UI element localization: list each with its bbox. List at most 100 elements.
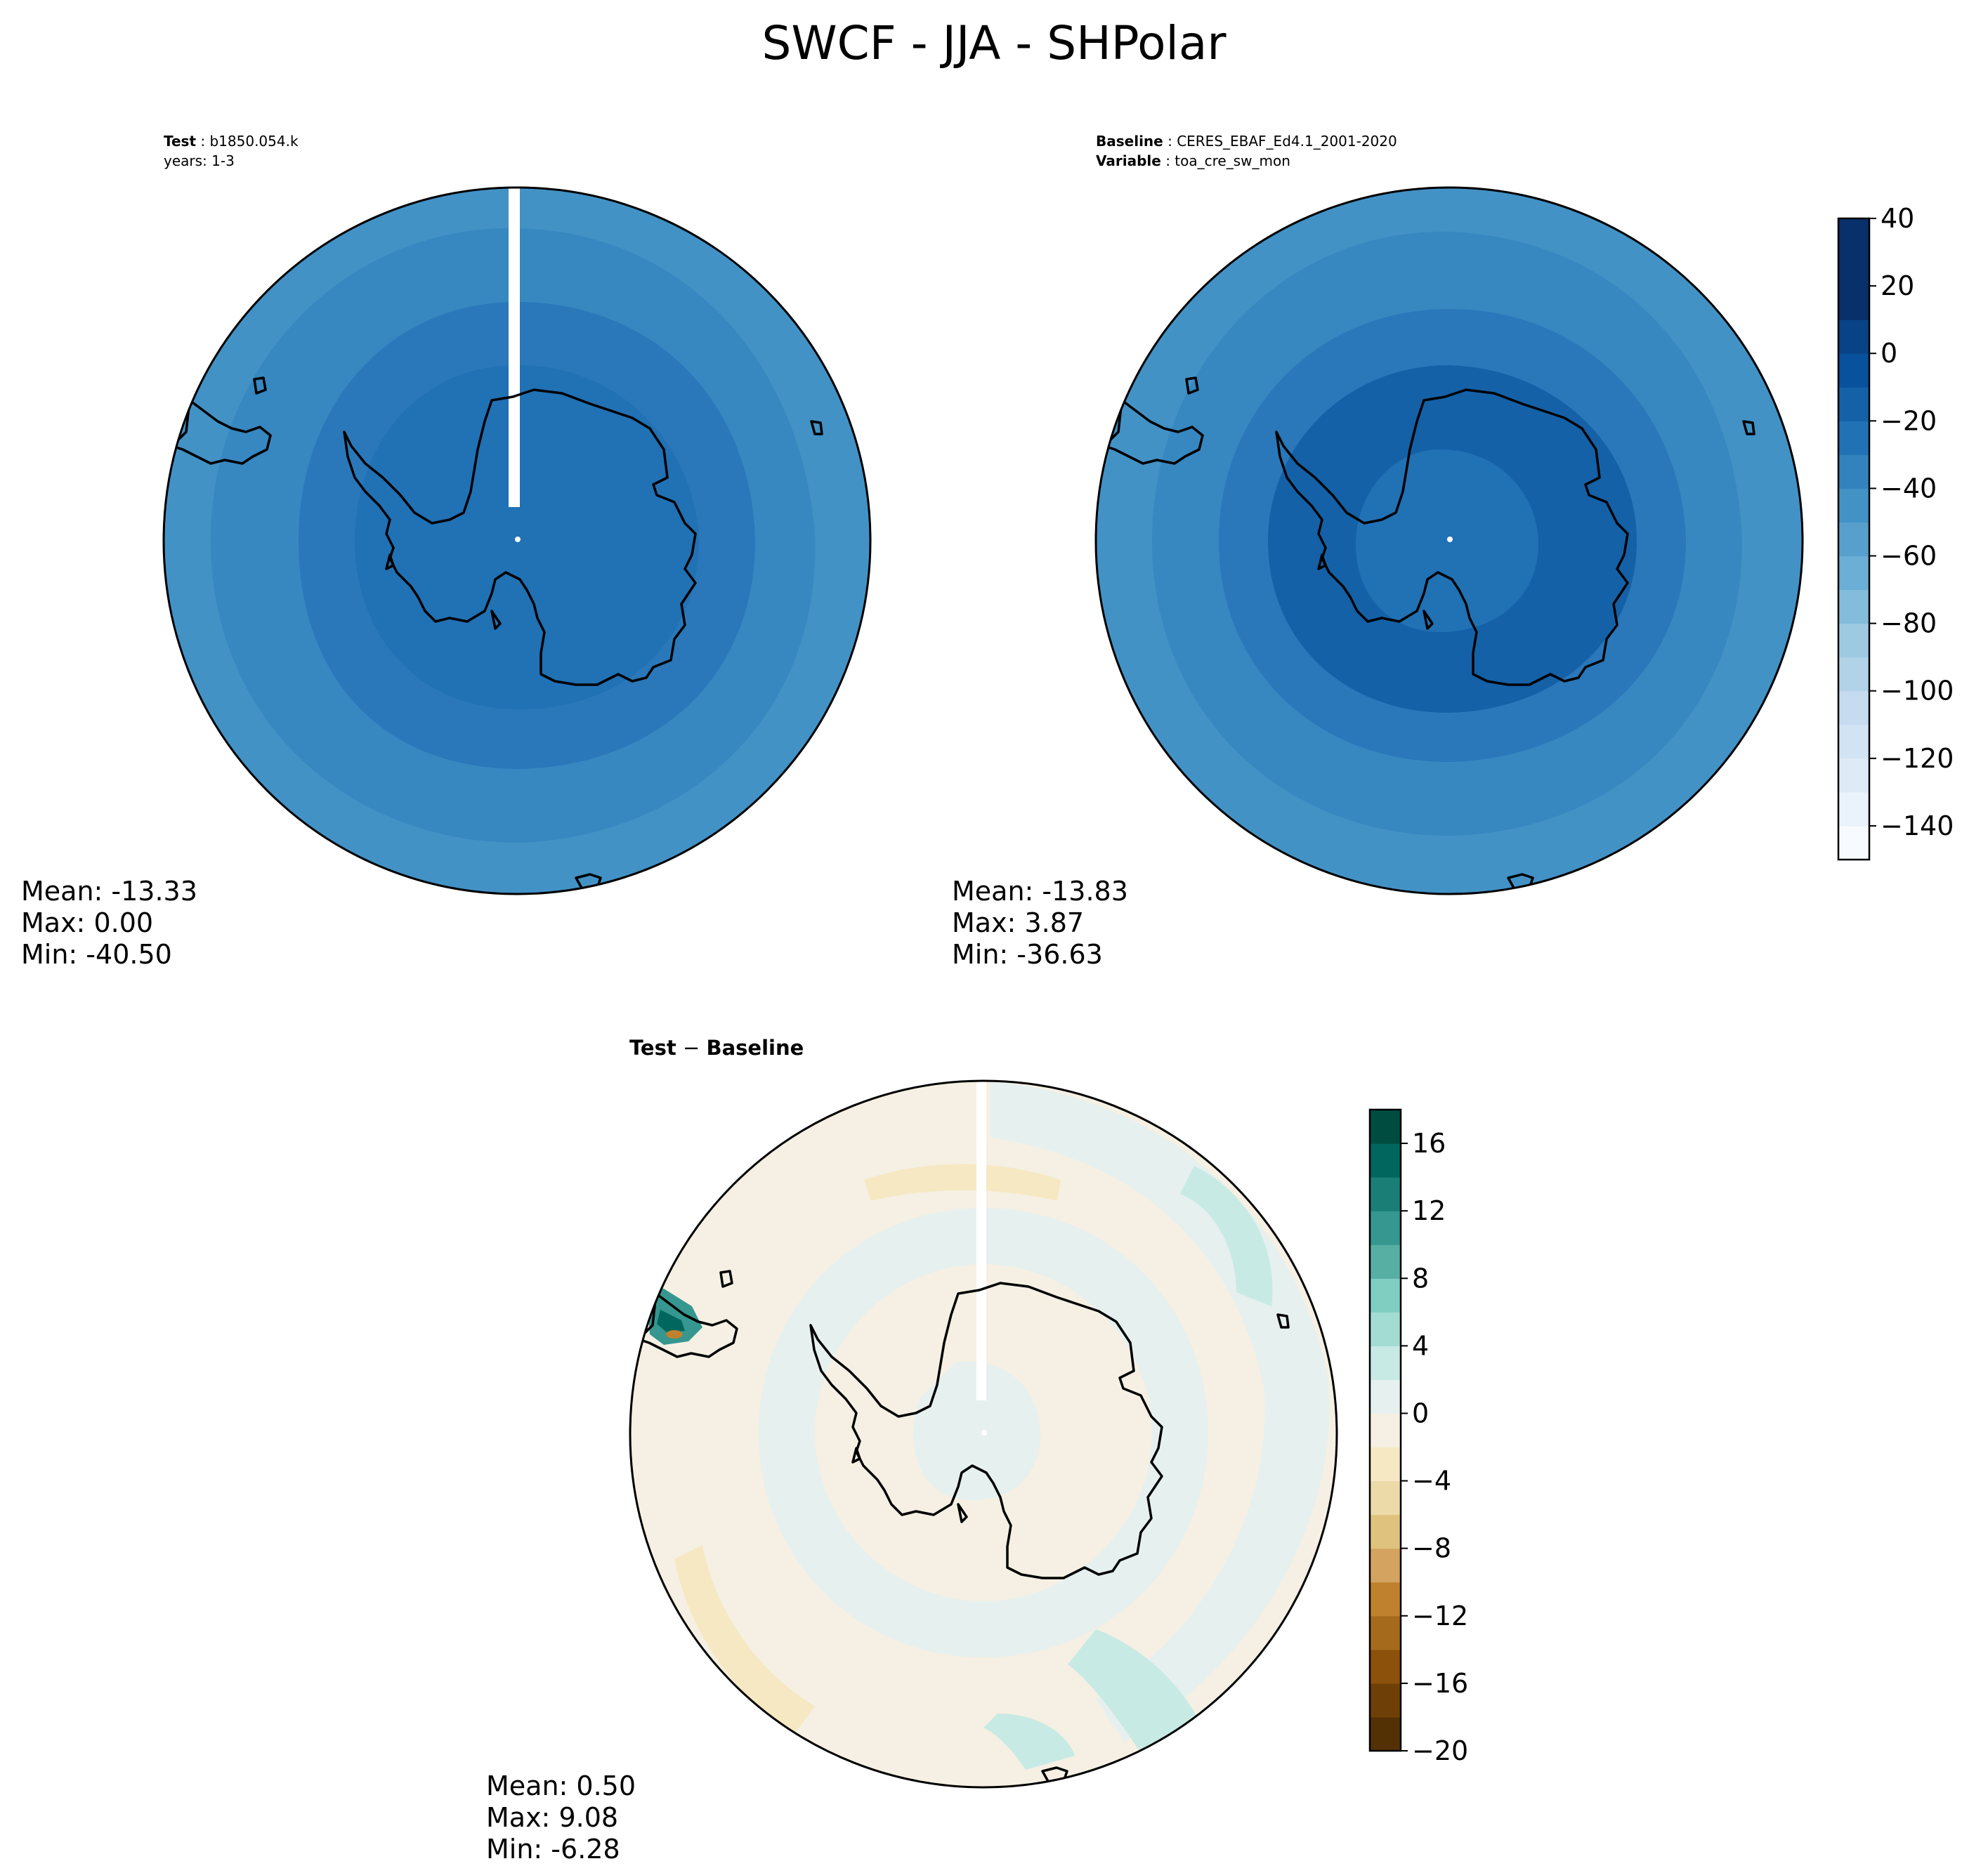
diff-fill-warm-west: [674, 1545, 815, 1735]
colorbar-tick-label: −120: [1881, 743, 1954, 774]
colorbar-tick-label: −8: [1412, 1533, 1451, 1564]
colorbar-frame: [1837, 217, 1871, 861]
colorbar-band: [1370, 1480, 1401, 1516]
colorbar-band: [1370, 1244, 1401, 1279]
colorbar-band: [1838, 589, 1869, 624]
diff-map-border: [629, 1079, 1338, 1789]
colorbar-band: [1370, 1143, 1401, 1178]
colorbar-band: [1838, 286, 1869, 320]
colorbar-band: [1838, 252, 1869, 287]
test-mean: Mean: -13.33: [21, 876, 197, 907]
colorbar-band: [1370, 1211, 1401, 1245]
diff-coastline: [637, 1270, 1290, 1785]
colorbar-band: [1838, 556, 1869, 591]
colorbar-tick-label: −40: [1881, 473, 1937, 504]
colorbar-band: [1838, 825, 1869, 860]
colorbar-band: [1370, 1346, 1401, 1381]
colorbar-band: [1370, 1110, 1401, 1144]
colorbar-band: [1838, 522, 1869, 557]
diff-title-test: Test: [629, 1036, 676, 1060]
colorbar-band: [1838, 724, 1869, 759]
baseline-variable: Variable : toa_cre_sw_mon: [1096, 152, 1290, 169]
test-fill-core: [355, 365, 699, 709]
baseline-colorbar: 40 20 0 −20 −40 −60 −80 −100 −120 −140: [1837, 203, 1954, 861]
colorbar-band: [1838, 454, 1869, 489]
diff-missing-strip: [976, 1081, 986, 1400]
baseline-label-value: CERES_EBAF_Ed4.1_2001-2020: [1177, 133, 1397, 150]
colorbar-band: [1370, 1582, 1401, 1617]
colorbar-band: [1838, 421, 1869, 455]
colorbar-tick-label: 8: [1412, 1263, 1429, 1294]
colorbar-band: [1838, 791, 1869, 827]
colorbar-band: [1370, 1447, 1401, 1482]
diff-fill-warm-north: [864, 1164, 1061, 1201]
baseline-pole-dot: [1447, 537, 1453, 542]
test-max: Max: 0.00: [21, 907, 153, 938]
colorbar-tick-label: −20: [1881, 405, 1937, 436]
colorbar-tick-label: −80: [1881, 608, 1937, 639]
colorbar-band: [1370, 1716, 1401, 1752]
diff-max: Max: 9.08: [486, 1802, 618, 1833]
colorbar-ticks: 40 20 0 −20 −40 −60 −80 −100 −120 −140: [1869, 203, 1954, 841]
colorbar-tick-label: 4: [1412, 1330, 1429, 1361]
diff-title-baseline: Baseline: [706, 1036, 804, 1060]
diff-fill-cool-interior: [913, 1361, 1041, 1501]
colorbar-band: [1838, 758, 1869, 793]
colorbar-tick-label: −100: [1881, 676, 1954, 707]
colorbar-band: [1838, 218, 1869, 253]
baseline-label: Baseline : CERES_EBAF_Ed4.1_2001-2020: [1096, 133, 1397, 150]
diff-fill-cool-south: [983, 1714, 1075, 1770]
colorbar-tick-label: 40: [1881, 203, 1914, 234]
test-missing-strip: [509, 188, 520, 507]
colorbar-band: [1370, 1649, 1401, 1684]
colorbar-band: [1370, 1548, 1401, 1583]
baseline-label-key: Baseline: [1096, 133, 1163, 150]
colorbar-tick-label: −60: [1881, 541, 1937, 572]
colorbar-band: [1838, 353, 1869, 388]
diff-fill-cool-east: [1180, 1166, 1273, 1306]
colorbar-band: [1370, 1177, 1401, 1211]
colorbar-tick-label: 0: [1412, 1398, 1429, 1428]
diff-colorbar: 16 12 8 4 0 −4 −8 −12 −16 −20: [1368, 1108, 1468, 1766]
colorbar-tick-label: −12: [1412, 1601, 1468, 1631]
colorbar-band: [1370, 1683, 1401, 1718]
diff-title-minus: −: [676, 1036, 707, 1060]
colorbar-bands: [1370, 1110, 1401, 1752]
diff-fill-strong-core: [657, 1310, 685, 1333]
colorbar-band: [1370, 1413, 1401, 1448]
colorbar-band: [1838, 623, 1869, 658]
baseline-min: Min: -36.63: [952, 939, 1103, 970]
panel-test: Test : b1850.054.k years: 1-3 Mean: -13.…: [21, 133, 872, 970]
diff-min: Min: -6.28: [486, 1834, 620, 1865]
colorbar-band: [1370, 1312, 1401, 1346]
colorbar-band: [1370, 1278, 1401, 1313]
baseline-max: Max: 3.87: [952, 907, 1084, 938]
baseline-variable-value: toa_cre_sw_mon: [1175, 152, 1290, 169]
test-map-border: [162, 186, 872, 895]
panel-baseline: Baseline : CERES_EBAF_Ed4.1_2001-2020 Va…: [952, 133, 1954, 970]
baseline-variable-key: Variable: [1096, 152, 1161, 169]
test-min: Min: -40.50: [21, 939, 172, 970]
panel-diff: Test − Baseline: [486, 1036, 1468, 1865]
baseline-mean: Mean: -13.83: [952, 876, 1128, 907]
colorbar-tick-label: −20: [1412, 1735, 1468, 1766]
diff-mean: Mean: 0.50: [486, 1770, 636, 1801]
baseline-map: [1096, 188, 1803, 894]
diff-map: [630, 1081, 1337, 1787]
colorbar-tick-label: 12: [1412, 1195, 1446, 1226]
colorbar-tick-label: −16: [1412, 1668, 1468, 1699]
colorbar-tick-label: 16: [1412, 1128, 1446, 1159]
colorbar-band: [1838, 320, 1869, 354]
baseline-variable-sep: :: [1161, 152, 1175, 169]
colorbar-band: [1370, 1615, 1401, 1650]
baseline-map-border: [1094, 186, 1804, 895]
colorbar-band: [1838, 488, 1869, 523]
baseline-label-sep: :: [1163, 133, 1177, 150]
diff-pole-dot: [981, 1430, 987, 1435]
colorbar-band: [1370, 1379, 1401, 1414]
test-label-sep: :: [196, 133, 209, 150]
colorbar-tick-label: 20: [1881, 270, 1914, 301]
test-label-key: Test: [164, 133, 196, 150]
colorbar-ticks: 16 12 8 4 0 −4 −8 −12 −16 −20: [1401, 1128, 1468, 1766]
